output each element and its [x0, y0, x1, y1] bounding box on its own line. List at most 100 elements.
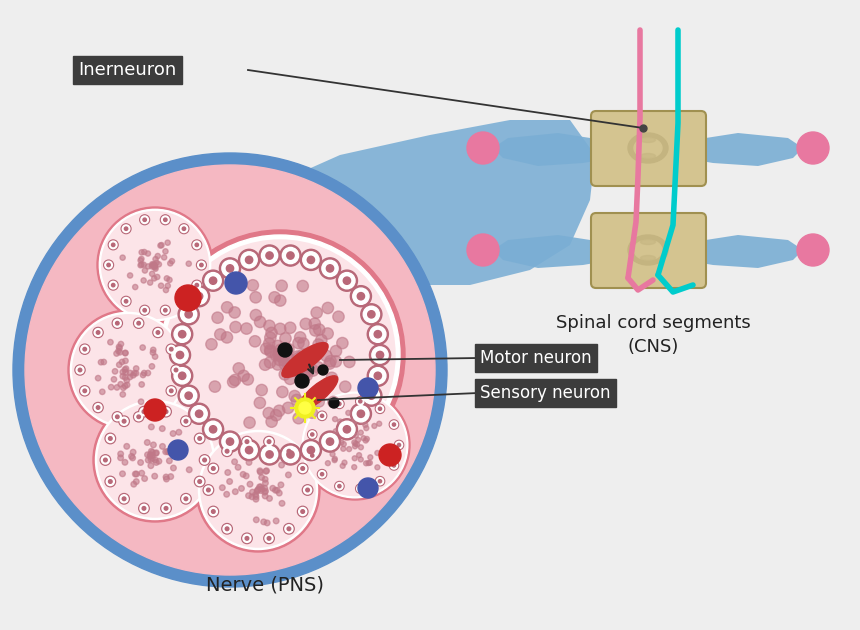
Circle shape — [222, 302, 233, 313]
Circle shape — [103, 458, 108, 462]
Circle shape — [309, 431, 316, 438]
Circle shape — [298, 210, 304, 215]
Circle shape — [270, 350, 282, 361]
Circle shape — [120, 471, 126, 477]
Circle shape — [145, 457, 151, 463]
Circle shape — [260, 359, 271, 370]
Circle shape — [159, 243, 164, 248]
Circle shape — [357, 292, 365, 300]
Circle shape — [131, 481, 137, 487]
Circle shape — [264, 357, 276, 368]
Circle shape — [195, 284, 199, 287]
Circle shape — [108, 437, 112, 440]
Circle shape — [294, 332, 306, 343]
Circle shape — [273, 518, 279, 524]
Circle shape — [163, 368, 169, 374]
Circle shape — [118, 382, 123, 387]
Circle shape — [332, 466, 338, 471]
Circle shape — [160, 235, 400, 475]
Circle shape — [333, 416, 337, 421]
Circle shape — [261, 446, 278, 462]
Circle shape — [249, 490, 255, 495]
Circle shape — [307, 256, 315, 263]
Circle shape — [108, 240, 118, 249]
Circle shape — [168, 387, 175, 395]
Circle shape — [144, 440, 150, 445]
Circle shape — [358, 478, 378, 498]
Circle shape — [80, 386, 89, 396]
Circle shape — [310, 325, 321, 336]
Circle shape — [142, 268, 148, 273]
Circle shape — [292, 386, 298, 392]
Circle shape — [306, 488, 310, 492]
Circle shape — [353, 392, 359, 398]
Circle shape — [283, 343, 294, 355]
Circle shape — [334, 428, 338, 433]
Circle shape — [353, 406, 369, 422]
Circle shape — [205, 273, 221, 289]
Circle shape — [303, 442, 319, 458]
Circle shape — [187, 355, 194, 361]
Circle shape — [243, 534, 251, 542]
Circle shape — [122, 350, 128, 356]
Circle shape — [280, 354, 286, 360]
Circle shape — [354, 442, 359, 447]
Circle shape — [172, 347, 188, 363]
Circle shape — [338, 484, 341, 488]
Circle shape — [258, 484, 263, 490]
Circle shape — [287, 449, 291, 453]
Circle shape — [313, 339, 324, 350]
Circle shape — [163, 309, 167, 312]
Circle shape — [307, 365, 319, 376]
Ellipse shape — [298, 376, 338, 410]
Circle shape — [219, 389, 225, 396]
Circle shape — [180, 225, 187, 232]
Circle shape — [278, 482, 284, 488]
Circle shape — [374, 372, 382, 379]
Circle shape — [379, 444, 401, 466]
Circle shape — [202, 419, 224, 440]
Circle shape — [279, 462, 285, 468]
Circle shape — [249, 336, 261, 347]
Circle shape — [127, 374, 132, 380]
Circle shape — [182, 417, 190, 425]
Circle shape — [392, 423, 396, 426]
Circle shape — [116, 348, 121, 353]
Circle shape — [212, 510, 215, 513]
Circle shape — [302, 392, 408, 498]
Circle shape — [335, 481, 344, 491]
Circle shape — [181, 387, 197, 404]
Circle shape — [244, 417, 255, 428]
Circle shape — [114, 319, 121, 327]
Circle shape — [97, 207, 213, 323]
Circle shape — [359, 445, 364, 450]
Circle shape — [93, 502, 99, 508]
Circle shape — [270, 486, 275, 491]
Circle shape — [122, 367, 127, 372]
Circle shape — [162, 216, 169, 224]
Circle shape — [247, 481, 253, 487]
Circle shape — [328, 396, 339, 408]
Circle shape — [198, 261, 206, 269]
Circle shape — [98, 360, 104, 365]
Circle shape — [280, 245, 301, 266]
Circle shape — [236, 464, 241, 470]
Circle shape — [187, 225, 194, 231]
Circle shape — [338, 402, 341, 406]
Circle shape — [270, 339, 276, 345]
Circle shape — [140, 505, 148, 512]
Circle shape — [121, 224, 131, 234]
Circle shape — [108, 340, 114, 345]
Circle shape — [367, 324, 389, 345]
Circle shape — [350, 285, 372, 307]
Circle shape — [169, 389, 173, 392]
Circle shape — [132, 284, 138, 290]
Circle shape — [122, 297, 130, 305]
Circle shape — [363, 306, 379, 323]
Circle shape — [360, 420, 366, 425]
Circle shape — [239, 454, 245, 461]
Circle shape — [123, 358, 128, 364]
Circle shape — [263, 469, 268, 474]
Circle shape — [276, 490, 282, 496]
Circle shape — [367, 365, 389, 386]
